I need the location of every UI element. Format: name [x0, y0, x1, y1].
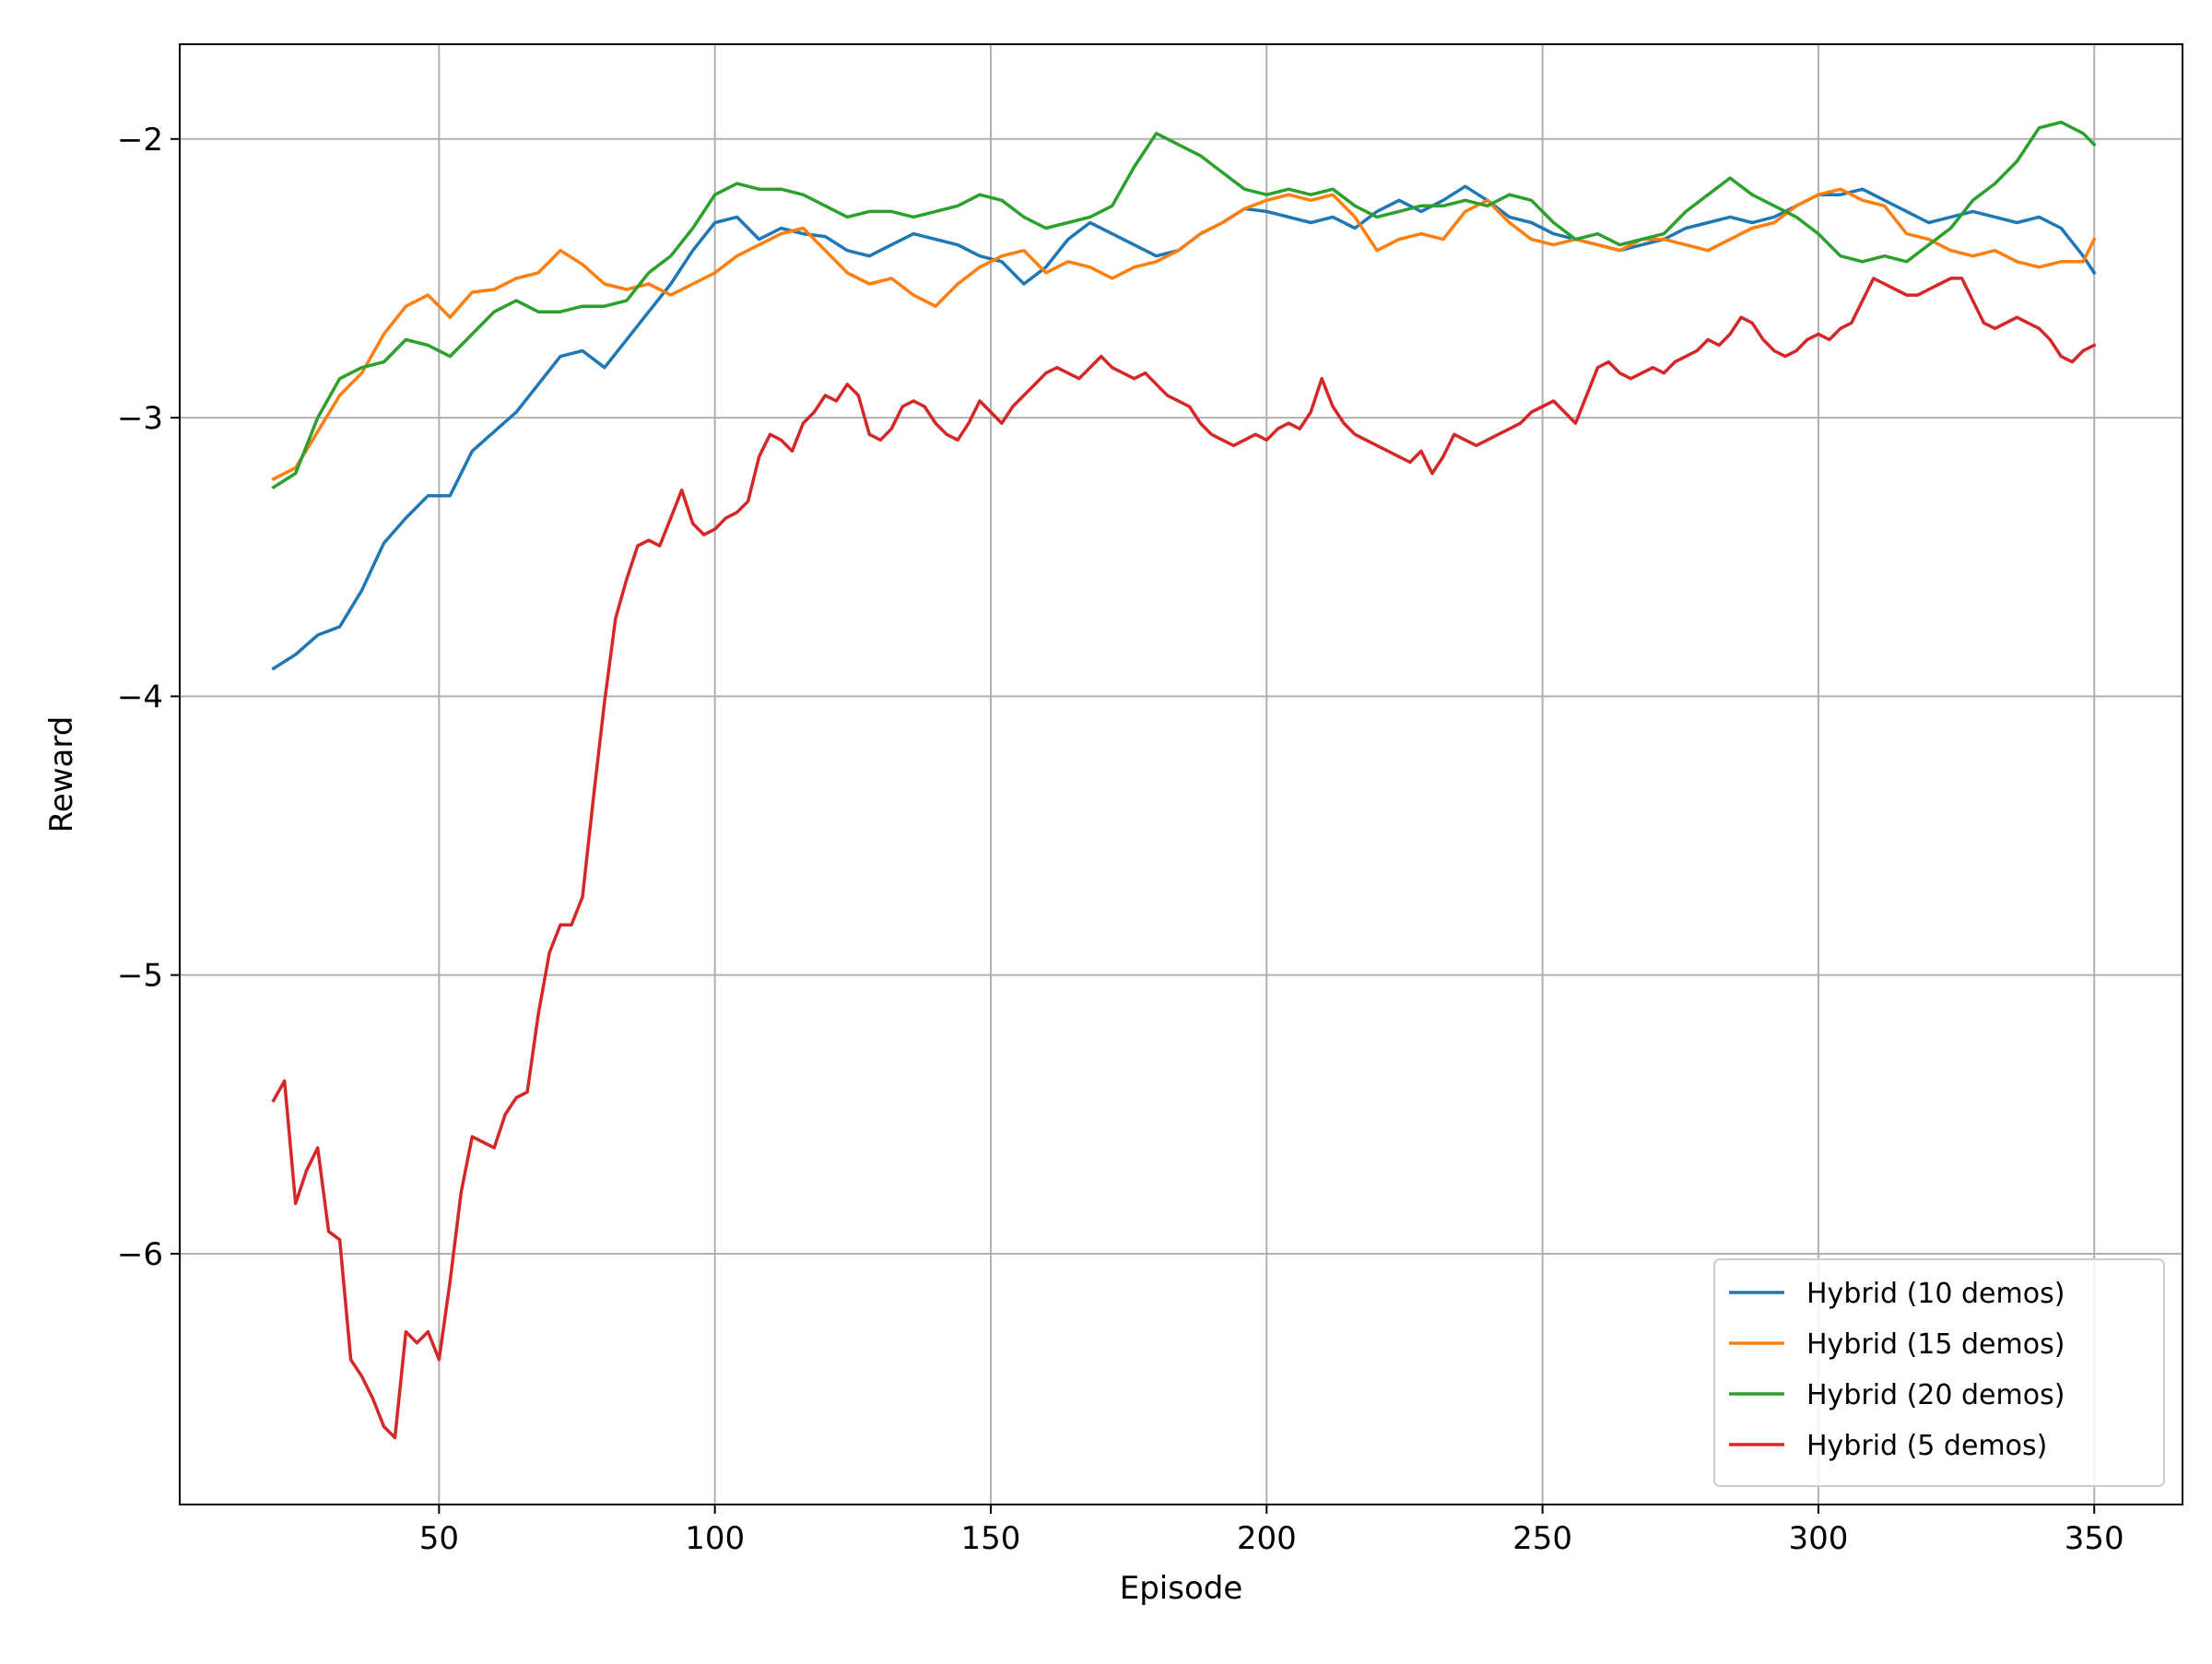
x-tick-label: 250 — [1512, 1520, 1572, 1557]
x-tick-label: 100 — [685, 1520, 745, 1557]
y-axis-title: Reward — [43, 716, 80, 833]
series-line-1 — [271, 187, 2097, 481]
series-line-3 — [271, 277, 2097, 1440]
series-line-2 — [271, 120, 2097, 490]
legend-label: Hybrid (5 demos) — [1806, 1430, 2047, 1462]
x-tick-label: 350 — [2065, 1520, 2124, 1557]
y-tick-label: −2 — [117, 122, 163, 159]
gridlines — [180, 44, 2183, 1505]
legend-label: Hybrid (15 demos) — [1806, 1328, 2065, 1361]
legend-label: Hybrid (10 demos) — [1806, 1278, 2065, 1310]
x-tick-label: 300 — [1788, 1520, 1848, 1557]
x-tick-label: 50 — [419, 1520, 459, 1557]
y-tick-label: −3 — [117, 400, 163, 437]
axis-ticks: 50 100 150 200 250 300 350 −6 −5 −4 −3 −2 — [117, 122, 2124, 1557]
y-tick-label: −5 — [117, 958, 163, 995]
y-tick-label: −6 — [117, 1236, 163, 1273]
legend: Hybrid (10 demos) Hybrid (15 demos) Hybrid… — [1713, 1258, 2165, 1487]
y-tick-label: −4 — [117, 679, 163, 715]
x-tick-label: 150 — [961, 1520, 1021, 1557]
x-tick-label: 200 — [1237, 1520, 1297, 1557]
x-axis-title: Episode — [1120, 1570, 1243, 1607]
series-lines — [271, 120, 2097, 1440]
plot-frame — [179, 43, 2183, 1505]
legend-box — [1713, 1258, 2165, 1487]
legend-label: Hybrid (20 demos) — [1806, 1379, 2065, 1411]
